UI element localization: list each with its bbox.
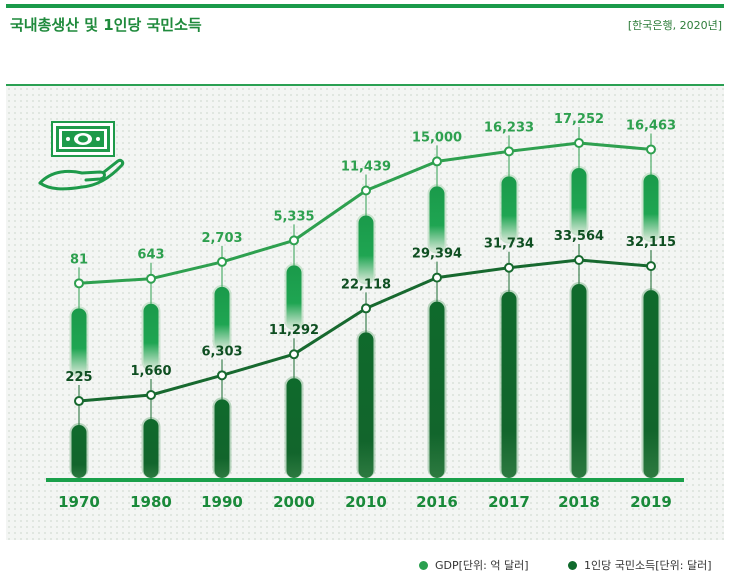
legend-item-gni: 1인당 국민소득[단위: 달러]: [568, 557, 711, 573]
gni-bar: [429, 301, 445, 478]
gni-point: [574, 255, 584, 265]
gdp-point: [574, 138, 584, 148]
gni-bar: [643, 290, 659, 478]
legend-label-gni: 1인당 국민소득[단위: 달러]: [584, 559, 712, 572]
gni-point: [217, 370, 227, 381]
gdp-bar: [143, 303, 159, 369]
gni-value-label: 225: [65, 370, 92, 385]
x-tick-label: 2000: [273, 493, 315, 511]
gdp-value-label: 15,000: [412, 130, 462, 145]
x-tick-label: 2016: [416, 493, 458, 511]
gdp-point: [361, 185, 371, 196]
gni-point: [432, 272, 442, 283]
header-divider: [6, 84, 724, 86]
x-tick-label: 2019: [630, 493, 672, 511]
gni-bar: [358, 332, 374, 478]
gni-point: [74, 396, 84, 407]
gni-bar: [286, 378, 302, 478]
gni-value-label: 32,115: [626, 235, 676, 250]
x-tick-label: 1970: [58, 493, 100, 511]
gni-bar: [143, 418, 159, 478]
gni-bar: [571, 284, 587, 478]
gni-bar: [71, 425, 87, 478]
gni-value-label: 33,564: [554, 229, 604, 244]
gdp-value-label: 16,463: [626, 118, 676, 133]
legend-dot-gdp: [419, 560, 428, 570]
gdp-bar: [71, 308, 87, 376]
money-hand-icon: [38, 121, 125, 191]
chart-title: 국내총생산 및 1인당 국민소득: [10, 16, 202, 34]
gdp-bar: [358, 215, 374, 283]
gdp-bar: [286, 265, 302, 329]
gdp-point: [646, 144, 656, 155]
gni-value-label: 22,118: [341, 277, 391, 292]
x-tick-label: 2017: [488, 493, 530, 511]
gdp-value-label: 2,703: [201, 231, 242, 246]
gni-value-label: 11,292: [269, 323, 319, 338]
gni-point: [646, 261, 656, 272]
legend-dot-gni: [568, 560, 577, 570]
gni-value-label: 31,734: [484, 237, 534, 252]
gdp-bar: [643, 174, 659, 241]
gni-bar: [214, 399, 230, 478]
gdp-point: [146, 273, 156, 284]
gdp-value-label: 17,252: [554, 112, 604, 127]
x-axis-line: [46, 478, 684, 482]
gdp-point: [74, 278, 84, 289]
gdp-bar: [501, 176, 517, 242]
gdp-value-label: 11,439: [341, 160, 391, 175]
gdp-value-label: 5,335: [273, 209, 314, 224]
gdp-bar: [214, 286, 230, 350]
gdp-value-label: 81: [70, 252, 88, 267]
gdp-point: [217, 256, 227, 267]
gni-point: [504, 262, 514, 273]
top-rule: [6, 4, 724, 8]
gdp-bar: [429, 186, 445, 252]
source-note: [한국은행, 2020년]: [627, 19, 722, 32]
gni-point: [146, 389, 156, 400]
gdp-point: [289, 235, 299, 246]
gni-point: [289, 349, 299, 360]
x-tick-label: 2018: [558, 493, 600, 511]
gdp-value-label: 16,233: [484, 120, 534, 135]
gni-value-label: 29,394: [412, 247, 462, 262]
gdp-point: [432, 156, 442, 167]
x-tick-label: 1990: [201, 493, 243, 511]
gni-value-label: 6,303: [201, 344, 242, 359]
gni-point: [361, 303, 371, 314]
x-tick-label: 2010: [345, 493, 387, 511]
gni-value-label: 1,660: [130, 364, 171, 379]
gdp-value-label: 643: [137, 248, 164, 263]
gdp-bar: [571, 168, 587, 234]
gdp-point: [504, 146, 514, 157]
gni-bar: [501, 291, 517, 478]
legend-label-gdp: GDP[단위: 억 달러]: [435, 559, 529, 572]
legend-item-gdp: GDP[단위: 억 달러]: [419, 557, 529, 573]
x-tick-label: 1980: [130, 493, 172, 511]
